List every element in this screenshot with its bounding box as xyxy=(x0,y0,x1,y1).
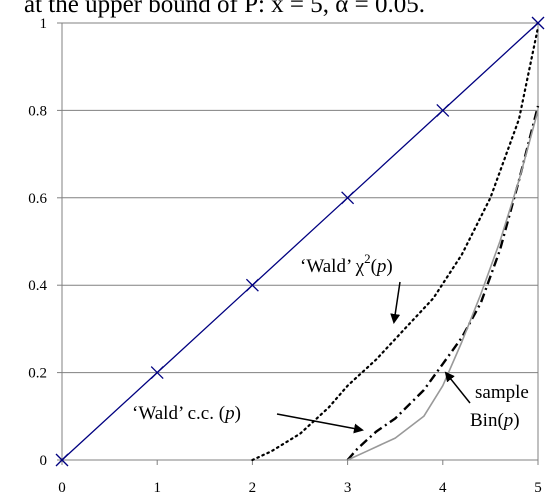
x-marker xyxy=(245,278,259,292)
series-wald-cc xyxy=(346,105,540,461)
annotation-wald-chi2: ‘Wald’ χ2(p) xyxy=(300,251,393,277)
chart-title: at the upper bound of P: x = 5, α = 0.05… xyxy=(24,0,425,18)
x-axis-ticks: 0 1 2 3 4 5 xyxy=(58,460,542,495)
x-tick-label: 0 xyxy=(58,480,66,495)
x-tick-label: 1 xyxy=(153,480,161,495)
series-wald-chi2 xyxy=(251,26,540,462)
series-sample-bin xyxy=(347,110,539,461)
svg-text:‘Wald’ χ2(p): ‘Wald’ χ2(p) xyxy=(300,251,393,277)
arrow-sample-bin xyxy=(444,371,471,404)
x-tick-label: 2 xyxy=(249,480,257,495)
annotation-wald-cc: ‘Wald’ c.c. (p) xyxy=(132,403,241,424)
gridlines xyxy=(62,109,538,374)
y-tick-label: 0.2 xyxy=(28,366,47,382)
x-tick-label: 4 xyxy=(439,480,447,495)
y-tick-label: 0.4 xyxy=(28,278,47,294)
y-tick-label: 1 xyxy=(40,16,48,32)
arrow-wald-cc xyxy=(276,413,364,434)
x-marker xyxy=(150,366,164,380)
x-marker xyxy=(436,103,450,117)
arrow-wald-chi2 xyxy=(390,281,401,324)
x-marker xyxy=(341,191,355,205)
x-marker xyxy=(55,453,69,467)
plot-area-border xyxy=(61,22,539,461)
series-group xyxy=(55,16,545,467)
annotation-sample-bin: sample Bin(p) xyxy=(470,382,529,431)
svg-text:sample: sample xyxy=(475,382,529,403)
svg-text:Bin(p): Bin(p) xyxy=(470,410,520,431)
svg-text:‘Wald’ c.c. (p): ‘Wald’ c.c. (p) xyxy=(132,403,241,424)
y-tick-label: 0.8 xyxy=(28,103,47,119)
y-tick-label: 0.6 xyxy=(28,191,47,207)
series-linear xyxy=(61,22,539,461)
y-axis-ticks: 0 0.2 0.4 0.6 0.8 1 xyxy=(28,16,62,469)
x-tick-label: 3 xyxy=(344,480,352,495)
y-tick-label: 0 xyxy=(40,453,48,469)
x-tick-label: 5 xyxy=(534,480,542,495)
x-marker xyxy=(531,16,545,30)
